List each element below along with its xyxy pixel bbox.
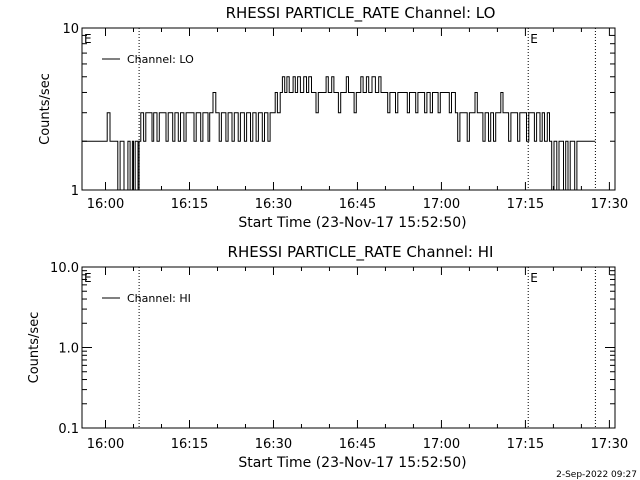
panel2-x-tick-label: 16:00 [87, 437, 124, 452]
panel2-x-tick-label: 16:15 [171, 437, 208, 452]
panel2-x-tick-label: 17:00 [423, 437, 460, 452]
panel1-legend-label: Channel: LO [127, 53, 194, 66]
panel1-event-marker-label: E [530, 32, 538, 46]
panel2-y-axis-label: Counts/sec [27, 312, 42, 384]
panel1-y-tick-label: 1 [71, 184, 79, 199]
panel2-x-tick-label: 16:30 [255, 437, 292, 452]
panel1-x-tick-label: 16:30 [255, 197, 292, 212]
panel1-plot-frame [81, 27, 616, 191]
panel1-series-line-1 [82, 76, 596, 191]
panel2-y-tick-label: 10.0 [50, 261, 79, 276]
panel1-x-tick-label: 16:15 [171, 197, 208, 212]
panel2-x-tick-label: 17:30 [591, 437, 628, 452]
panel1-x-tick-label: 16:00 [87, 197, 124, 212]
panel1-event-marker-label: E [84, 32, 92, 46]
panel1-x-axis-label: Start Time (23-Nov-17 15:52:50) [238, 215, 466, 231]
panel1-y-tick-label: 10 [62, 22, 79, 37]
footer-timestamp: 2-Sep-2022 09:27 [556, 470, 637, 480]
panel2-event-marker-label: E [84, 271, 92, 285]
panel2-chart-title: RHESSI PARTICLE_RATE Channel: HI [228, 243, 494, 262]
panel2-event-marker-label: E [530, 271, 538, 285]
panel2-legend-label: Channel: HI [127, 292, 191, 305]
panel2-y-tick-label: 0.1 [58, 422, 79, 437]
panel2-x-tick-label: 17:15 [507, 437, 544, 452]
panel1-chart-title: RHESSI PARTICLE_RATE Channel: LO [226, 4, 496, 23]
panel1-x-tick-label: 17:00 [423, 197, 460, 212]
panel2-x-tick-label: 16:45 [339, 437, 376, 452]
panel1-x-tick-label: 16:45 [339, 197, 376, 212]
panel1-x-tick-label: 17:30 [591, 197, 628, 212]
panel2-x-axis-label: Start Time (23-Nov-17 15:52:50) [238, 455, 466, 471]
panel2-y-tick-label: 1.0 [58, 342, 79, 357]
panel1-x-tick-label: 17:15 [507, 197, 544, 212]
panel1-y-axis-label: Counts/sec [38, 73, 53, 145]
